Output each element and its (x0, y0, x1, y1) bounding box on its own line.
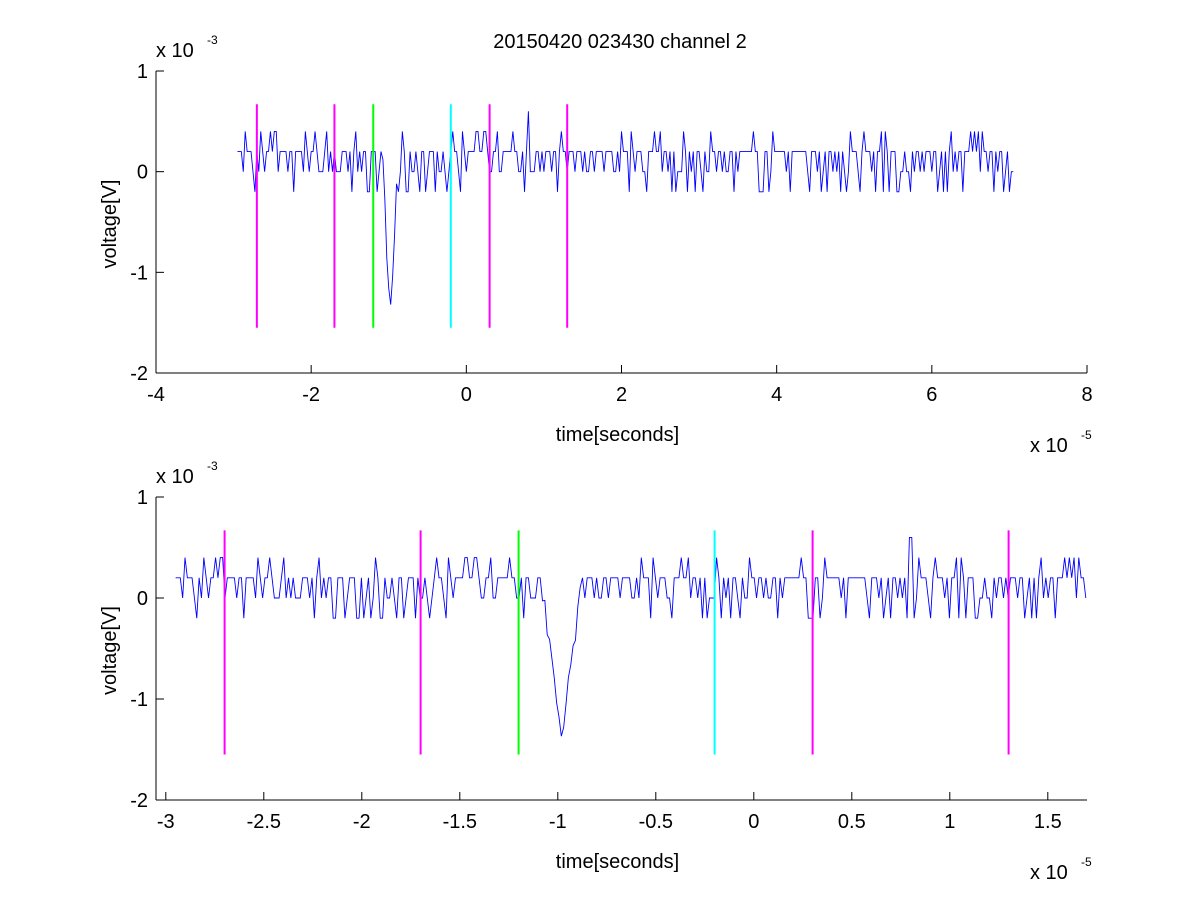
x-tick-label: -4 (147, 384, 165, 406)
x-tick-label: -2.5 (247, 811, 281, 833)
x-tick-label: 0.5 (838, 811, 866, 833)
x-axis-label: time[seconds] (556, 851, 679, 873)
y-multiplier-label: x 10 (156, 40, 194, 62)
y-multiplier-label: x 10 (156, 466, 194, 488)
y-tick-label: 0 (137, 588, 148, 610)
x-multiplier-label: x 10 (1030, 862, 1068, 884)
figure-title: 20150420 023430 channel 2 (493, 31, 747, 53)
y-multiplier-exponent: -3 (207, 459, 218, 473)
plot-data-group (175, 530, 1087, 755)
x-axis-label: time[seconds] (556, 424, 679, 446)
x-tick-label: 1.5 (1034, 811, 1062, 833)
x-tick-label: 8 (1081, 384, 1092, 406)
bottom-plot-panel: -3 -2.5 -2 -1.5 -1 -0.5 0 0.5 1 1.5 -2 -1 0 1 x 10 -3 x … (99, 459, 1092, 884)
x-tick-label: -1.5 (443, 811, 477, 833)
x-tick-label: 0 (748, 811, 759, 833)
y-tick-label: 0 (137, 162, 148, 184)
x-tick-label: 6 (926, 384, 937, 406)
x-tick-label: -2 (302, 384, 320, 406)
voltage-signal-line (175, 536, 1087, 737)
y-axis-label: voltage[V] (99, 606, 121, 695)
x-multiplier-exponent: -5 (1081, 428, 1092, 442)
x-tick-label: -3 (157, 811, 175, 833)
voltage-signal-line (237, 111, 1014, 305)
x-tick-label: 4 (771, 384, 782, 406)
x-tick-label: 0 (461, 384, 472, 406)
plot-data-group (237, 104, 1014, 328)
x-tick-label: -1 (549, 811, 567, 833)
plot-area (156, 497, 1087, 800)
y-tick-label: 1 (137, 61, 148, 83)
y-tick-label: -1 (130, 262, 148, 284)
y-axis-label: voltage[V] (99, 180, 121, 269)
x-multiplier-exponent: -5 (1081, 855, 1092, 869)
x-tick-label: 2 (616, 384, 627, 406)
y-tick-label: 1 (137, 487, 148, 509)
y-tick-label: -2 (130, 790, 148, 812)
x-tick-label: -2 (353, 811, 371, 833)
y-tick-label: -2 (130, 363, 148, 385)
plot-area (156, 71, 1087, 373)
x-multiplier-label: x 10 (1030, 435, 1068, 457)
x-tick-label: 1 (944, 811, 955, 833)
y-multiplier-exponent: -3 (207, 33, 218, 47)
x-tick-label: -0.5 (639, 811, 673, 833)
y-tick-label: -1 (130, 689, 148, 711)
